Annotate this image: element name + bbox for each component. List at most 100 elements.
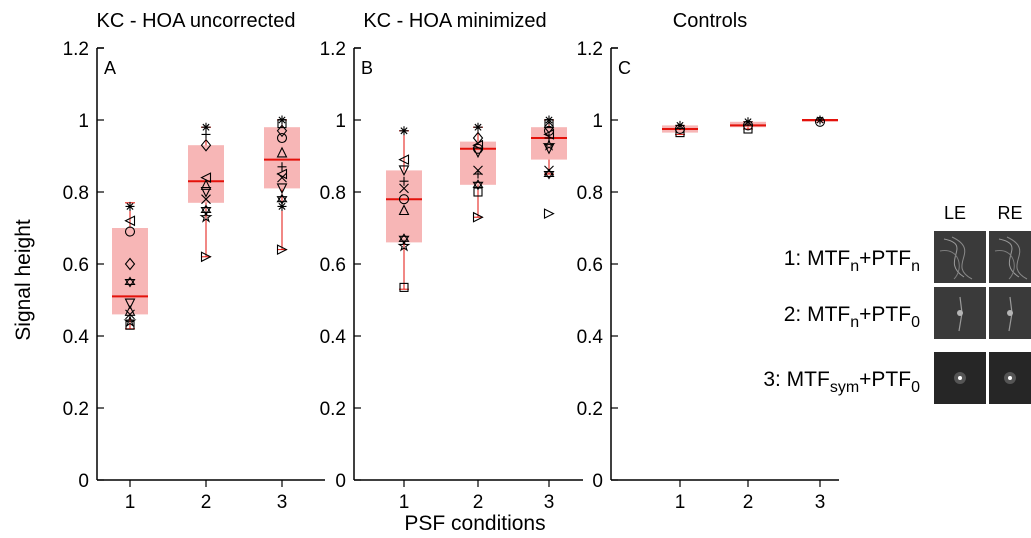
- data-point-circle: [814, 116, 826, 127]
- panel-1: KC - HOA uncorrected A 0 0.2 0.4 0.6 0.8 1 1.2 1 2…: [63, 10, 325, 513]
- panel-label: B: [361, 58, 373, 78]
- data-point-plus: [201, 129, 211, 139]
- data-point-tri-left: [398, 154, 410, 165]
- data-point-pentagram: [397, 239, 411, 252]
- legend-label: 1: MTFn+PTFn: [784, 247, 920, 275]
- data-point-pentagram: [199, 210, 213, 223]
- x-tick-label: 3: [277, 492, 288, 513]
- eye-label: LE: [944, 203, 966, 223]
- y-tick-label: 0.2: [577, 399, 603, 420]
- x-tick-label: 1: [675, 492, 686, 513]
- y-tick-label: 1: [592, 111, 603, 132]
- data-point-plus: [277, 162, 287, 172]
- panel-2: KC - HOA minimized B 0 0.2 0.4 0.6 0.8 1 1.2 1 2 3: [320, 10, 583, 513]
- data-points: [123, 115, 288, 330]
- y-tick-label: 0.8: [577, 183, 603, 204]
- data-point-tri-down: [124, 298, 136, 310]
- data-point-asterisk: [399, 126, 409, 136]
- data-point-diamond: [276, 124, 288, 138]
- x-tick-label: 1: [399, 492, 410, 513]
- data-point-tri-down: [276, 183, 288, 195]
- data-point-diamond: [124, 257, 136, 271]
- data-point-square: [473, 187, 483, 197]
- data-point-asterisk: [277, 201, 287, 211]
- data-point-square: [399, 282, 409, 292]
- data-point-pentagram: [123, 314, 137, 328]
- data-point-tri-right: [472, 211, 484, 223]
- data-point-hexagram: [472, 179, 484, 191]
- data-point-square: [743, 124, 753, 134]
- psf-thumbnail: [934, 231, 986, 283]
- data-point-plus: [473, 169, 483, 179]
- data-point-tri-down: [472, 147, 484, 159]
- y-tick-label: 0.6: [577, 255, 603, 276]
- box-1: [112, 202, 148, 330]
- data-point-square: [544, 119, 554, 129]
- y-axis-label: Signal height: [12, 219, 35, 341]
- data-point-tri-right: [543, 208, 555, 219]
- data-points: [674, 115, 826, 138]
- y-tick-label: 0: [335, 471, 346, 492]
- psf-thumbnail: [934, 287, 986, 339]
- box-body: [112, 228, 148, 315]
- eye-label: RE: [997, 203, 1022, 223]
- data-point-tri-left: [124, 215, 136, 227]
- data-point-circle: [398, 194, 410, 205]
- data-point-asterisk: [675, 120, 685, 130]
- x-tick-label: 2: [473, 492, 484, 513]
- y-tick-label: 1.2: [320, 39, 346, 60]
- y-tick-label: 1: [335, 111, 346, 132]
- psf-thumbnail: [989, 231, 1031, 283]
- data-point-x: [277, 172, 287, 183]
- box-3: [264, 119, 300, 251]
- x-tick-label: 1: [125, 492, 136, 513]
- data-point-asterisk: [473, 122, 483, 132]
- data-point-tri-up: [276, 146, 288, 158]
- data-point-hexagram: [124, 276, 136, 288]
- data-point-tri-down: [398, 165, 410, 177]
- y-tick-label: 0: [78, 471, 89, 492]
- y-tick-label: 1: [78, 111, 89, 132]
- data-point-circle: [124, 226, 136, 237]
- psf-thumbnail: [989, 287, 1031, 339]
- data-point-asterisk: [743, 117, 753, 127]
- data-point-x: [201, 194, 211, 205]
- data-point-pentagram: [542, 138, 556, 151]
- box-1: [386, 130, 422, 290]
- x-axis-label: PSF conditions: [404, 512, 545, 535]
- box-body: [188, 145, 224, 203]
- data-point-hexagram: [543, 168, 555, 180]
- panel-title: KC - HOA minimized: [363, 10, 546, 32]
- data-point-tri-down: [200, 186, 212, 198]
- data-point-x: [125, 309, 135, 320]
- data-point-circle: [276, 132, 288, 144]
- y-tick-label: 0.2: [63, 399, 89, 420]
- y-tick-label: 0.2: [320, 399, 346, 420]
- x-tick-label: 3: [815, 492, 826, 513]
- panel-label: C: [618, 58, 631, 78]
- data-point-tri-left: [276, 168, 288, 180]
- x-tick-label: 3: [544, 492, 555, 513]
- y-tick-label: 0.8: [63, 183, 89, 204]
- y-tick-label: 0.4: [320, 327, 347, 348]
- panel-label: A: [104, 58, 116, 78]
- y-tick-label: 0.4: [577, 327, 604, 348]
- data-point-hexagram: [276, 193, 288, 205]
- psf-thumbnail: [989, 352, 1031, 404]
- data-point-square: [675, 128, 685, 138]
- panel-3: Controls C 0 0.2 0.4 0.6 0.8 1 1.2 1 2 3: [577, 10, 839, 513]
- x-tick-label: 2: [743, 492, 754, 513]
- panel-title: KC - HOA uncorrected: [97, 10, 296, 32]
- data-point-tri-up: [398, 204, 410, 216]
- data-point-plus: [399, 176, 409, 186]
- data-point-tri-down: [543, 143, 555, 155]
- panel-title: Controls: [673, 10, 747, 32]
- box-2: [188, 126, 224, 258]
- data-point-tri-right: [276, 244, 288, 255]
- psf-thumbnail: [934, 352, 986, 404]
- data-point-square: [277, 119, 287, 129]
- data-point-asterisk: [201, 122, 211, 132]
- data-point-tri-right: [200, 251, 212, 263]
- y-tick-label: 1.2: [63, 39, 89, 60]
